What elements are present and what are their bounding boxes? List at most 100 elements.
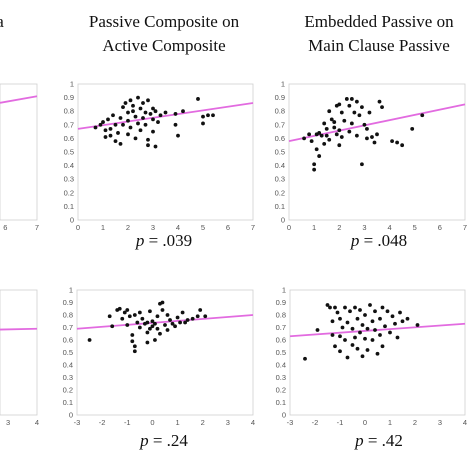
data-point: [103, 135, 108, 139]
data-point: [118, 116, 123, 120]
data-point: [101, 120, 105, 124]
data-point: [173, 112, 178, 116]
data-point: [146, 137, 150, 142]
y-tick-label: 0.5: [276, 348, 286, 357]
y-tick-label: 0.1: [276, 398, 286, 407]
data-point: [132, 344, 137, 349]
data-point: [312, 167, 317, 172]
x-tick-label: 6: [438, 223, 442, 232]
x-tick-label: 3: [6, 418, 10, 427]
data-point: [398, 310, 402, 315]
chart-title: Passive Composite on: [89, 12, 240, 31]
y-tick-label: 0.7: [64, 120, 74, 129]
p-value: = .24: [149, 431, 189, 450]
data-point: [201, 114, 205, 119]
data-point: [138, 106, 143, 111]
x-tick-label: 4: [176, 223, 180, 232]
data-point: [324, 133, 329, 138]
y-tick-label: 0: [281, 216, 285, 225]
data-point: [160, 300, 165, 305]
data-point: [180, 310, 185, 315]
chart-title: Active Composite: [102, 36, 225, 55]
data-point: [151, 106, 155, 111]
data-point: [338, 316, 342, 321]
x-tick-label: 0: [150, 418, 154, 427]
x-tick-label: 7: [35, 223, 39, 232]
chart-embedded-passive: 0 0.1 0.2 0.3 0.4 0.5 0.6 0.7 0.8 0.9 1 0 1 2 3 4 5 6 7 Emb…: [275, 12, 468, 250]
data-point: [176, 133, 180, 138]
chart-title: Main Clause Passive: [308, 36, 450, 55]
y-tick-label: 0: [282, 411, 286, 420]
data-point: [168, 318, 172, 322]
data-point: [307, 132, 312, 137]
data-point: [360, 105, 364, 110]
data-point: [93, 125, 98, 130]
x-tick-label: 1: [312, 223, 316, 232]
p-value-label: p = .039: [135, 231, 192, 250]
data-point: [337, 102, 342, 107]
x-tick-label: 4: [387, 223, 391, 232]
data-point: [325, 303, 330, 307]
data-point: [145, 320, 150, 325]
y-tick-label: 0.1: [63, 398, 73, 407]
p-value: = .048: [359, 231, 407, 250]
data-point: [211, 113, 215, 118]
data-point: [322, 121, 327, 126]
data-point: [373, 309, 377, 314]
data-point: [198, 308, 203, 312]
y-tick-label: 0.9: [275, 93, 285, 102]
data-point: [330, 333, 335, 337]
data-point: [87, 338, 92, 342]
data-point: [125, 323, 130, 327]
data-point: [127, 314, 132, 319]
data-point: [349, 97, 354, 101]
data-point: [353, 335, 357, 340]
data-point: [183, 320, 188, 325]
data-point: [153, 144, 158, 149]
data-point: [153, 338, 157, 342]
data-point: [141, 116, 145, 120]
data-point: [360, 354, 365, 359]
x-tick-label: 0: [76, 223, 80, 232]
regression-line: [0, 327, 38, 331]
x-tick-label: 1: [388, 418, 392, 427]
y-tick-label: 0.5: [275, 148, 285, 157]
data-point: [355, 346, 360, 351]
y-tick-label: 0.4: [276, 361, 286, 370]
data-point: [195, 314, 200, 319]
data-point: [347, 129, 352, 134]
chart-bottom-middle: 0 0.1 0.2 0.3 0.4 0.5 0.6 0.7 0.8 0.9 1 -3 -2 -1 0 1 2 3 4…: [63, 286, 256, 451]
data-point: [367, 110, 372, 115]
data-point: [358, 308, 362, 312]
data-point: [132, 349, 137, 354]
data-point: [309, 139, 314, 144]
y-tick-label: 0.7: [63, 323, 73, 332]
data-point: [377, 99, 382, 104]
data-point: [145, 330, 150, 335]
y-tick-label: 0.3: [64, 175, 74, 184]
data-point: [370, 319, 375, 324]
x-tick-label: 0: [363, 418, 367, 427]
data-point: [358, 330, 362, 335]
x-tick-label: 5: [413, 223, 417, 232]
data-point: [315, 328, 320, 332]
x-tick-label: -3: [287, 418, 294, 427]
data-point: [314, 147, 319, 152]
data-point: [302, 136, 306, 141]
y-tick-label: 0.3: [275, 175, 285, 184]
data-point: [349, 121, 354, 126]
x-tick-label: 1: [101, 223, 105, 232]
chart-title: Embedded Passive on: [304, 12, 454, 31]
data-point: [347, 103, 352, 108]
x-tick-label: 0: [287, 223, 291, 232]
x-tick-label: 2: [126, 223, 130, 232]
y-tick-label: 0.7: [276, 323, 286, 332]
data-point: [146, 143, 150, 148]
x-tick-label: 3: [226, 418, 230, 427]
data-point: [338, 349, 342, 354]
data-point: [150, 319, 155, 324]
data-point: [130, 333, 135, 337]
data-point: [141, 101, 145, 105]
chart-left-top: 6 7 a: [0, 12, 39, 232]
data-point: [178, 320, 182, 325]
